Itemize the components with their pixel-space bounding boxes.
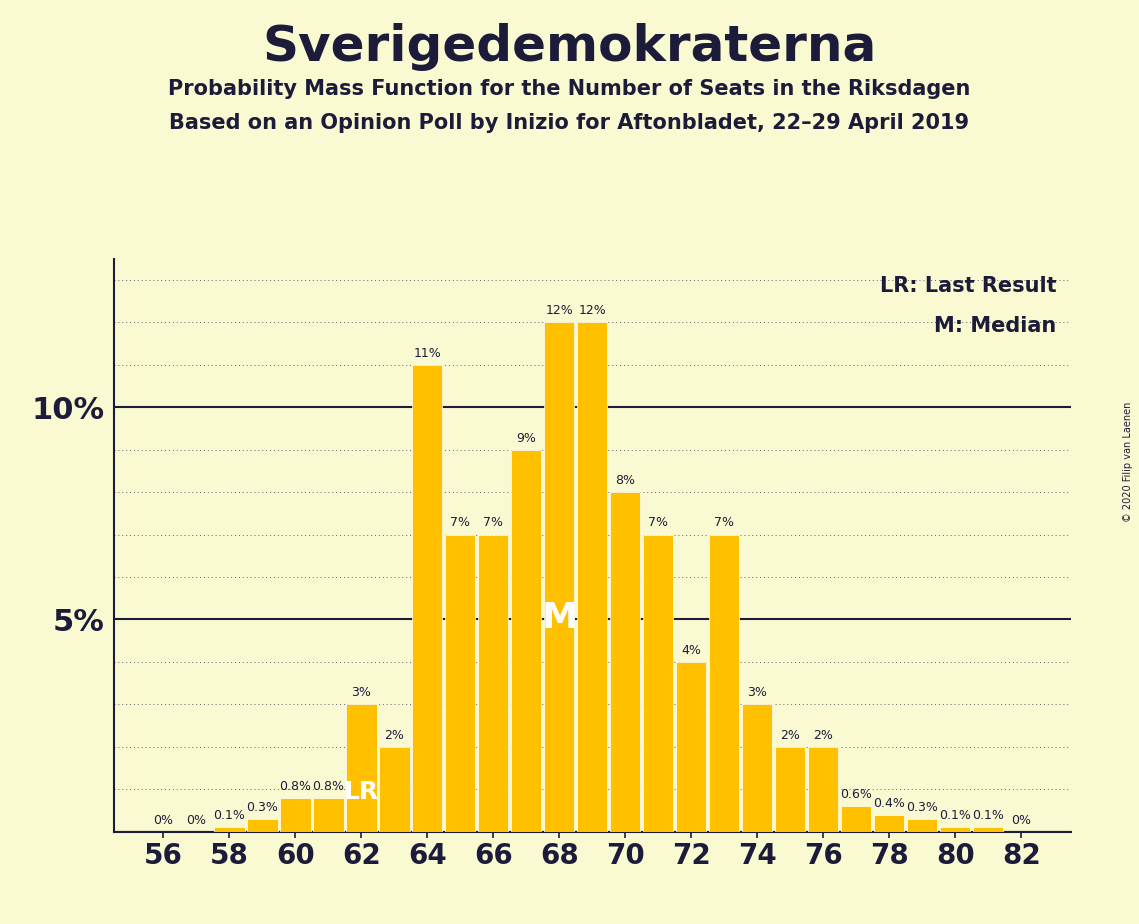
Text: LR: LR [344,780,379,804]
Text: 0.1%: 0.1% [940,809,972,822]
Bar [907,819,937,832]
Text: 9%: 9% [516,432,536,444]
Text: 2%: 2% [813,729,833,742]
Text: 0.8%: 0.8% [312,780,344,793]
Text: 0.3%: 0.3% [907,801,939,814]
Bar [973,827,1003,832]
Text: 11%: 11% [413,346,441,359]
Bar [247,819,278,832]
Text: © 2020 Filip van Laenen: © 2020 Filip van Laenen [1123,402,1133,522]
Text: 0.1%: 0.1% [213,809,245,822]
Text: 2%: 2% [384,729,404,742]
Text: 0.3%: 0.3% [246,801,278,814]
Text: Based on an Opinion Poll by Inizio for Aftonbladet, 22–29 April 2019: Based on an Opinion Poll by Inizio for A… [170,113,969,133]
Text: 0%: 0% [1011,813,1031,826]
Text: Sverigedemokraterna: Sverigedemokraterna [262,23,877,71]
Text: Probability Mass Function for the Number of Seats in the Riksdagen: Probability Mass Function for the Number… [169,79,970,99]
Text: 3%: 3% [352,687,371,699]
Bar [808,747,838,832]
Bar [940,827,970,832]
Bar [577,322,607,832]
Bar [743,704,772,832]
Text: 7%: 7% [483,517,503,529]
Bar [874,815,904,832]
Text: 0.8%: 0.8% [279,780,311,793]
Text: 2%: 2% [780,729,801,742]
Bar [346,704,377,832]
Bar [677,662,706,832]
Text: 8%: 8% [615,474,636,487]
Text: 7%: 7% [648,517,669,529]
Text: 0.4%: 0.4% [874,796,906,809]
Text: 12%: 12% [579,304,606,317]
Text: 0%: 0% [154,813,173,826]
Bar [710,535,739,832]
Bar [841,806,871,832]
Text: 7%: 7% [450,517,470,529]
Bar [775,747,805,832]
Text: 4%: 4% [681,644,702,657]
Bar [478,535,508,832]
Text: 0%: 0% [187,813,206,826]
Bar [214,827,245,832]
Bar [379,747,410,832]
Text: 12%: 12% [546,304,573,317]
Text: M: M [541,601,577,635]
Text: 0.6%: 0.6% [841,788,872,801]
Bar [445,535,475,832]
Bar [511,450,541,832]
Bar [544,322,574,832]
Text: M: Median: M: Median [934,316,1056,336]
Text: 0.1%: 0.1% [973,809,1005,822]
Bar [412,365,442,832]
Text: LR: Last Result: LR: Last Result [879,276,1056,296]
Bar [644,535,673,832]
Bar [313,797,344,832]
Text: 3%: 3% [747,687,768,699]
Text: 7%: 7% [714,517,735,529]
Bar [611,492,640,832]
Bar [280,797,311,832]
